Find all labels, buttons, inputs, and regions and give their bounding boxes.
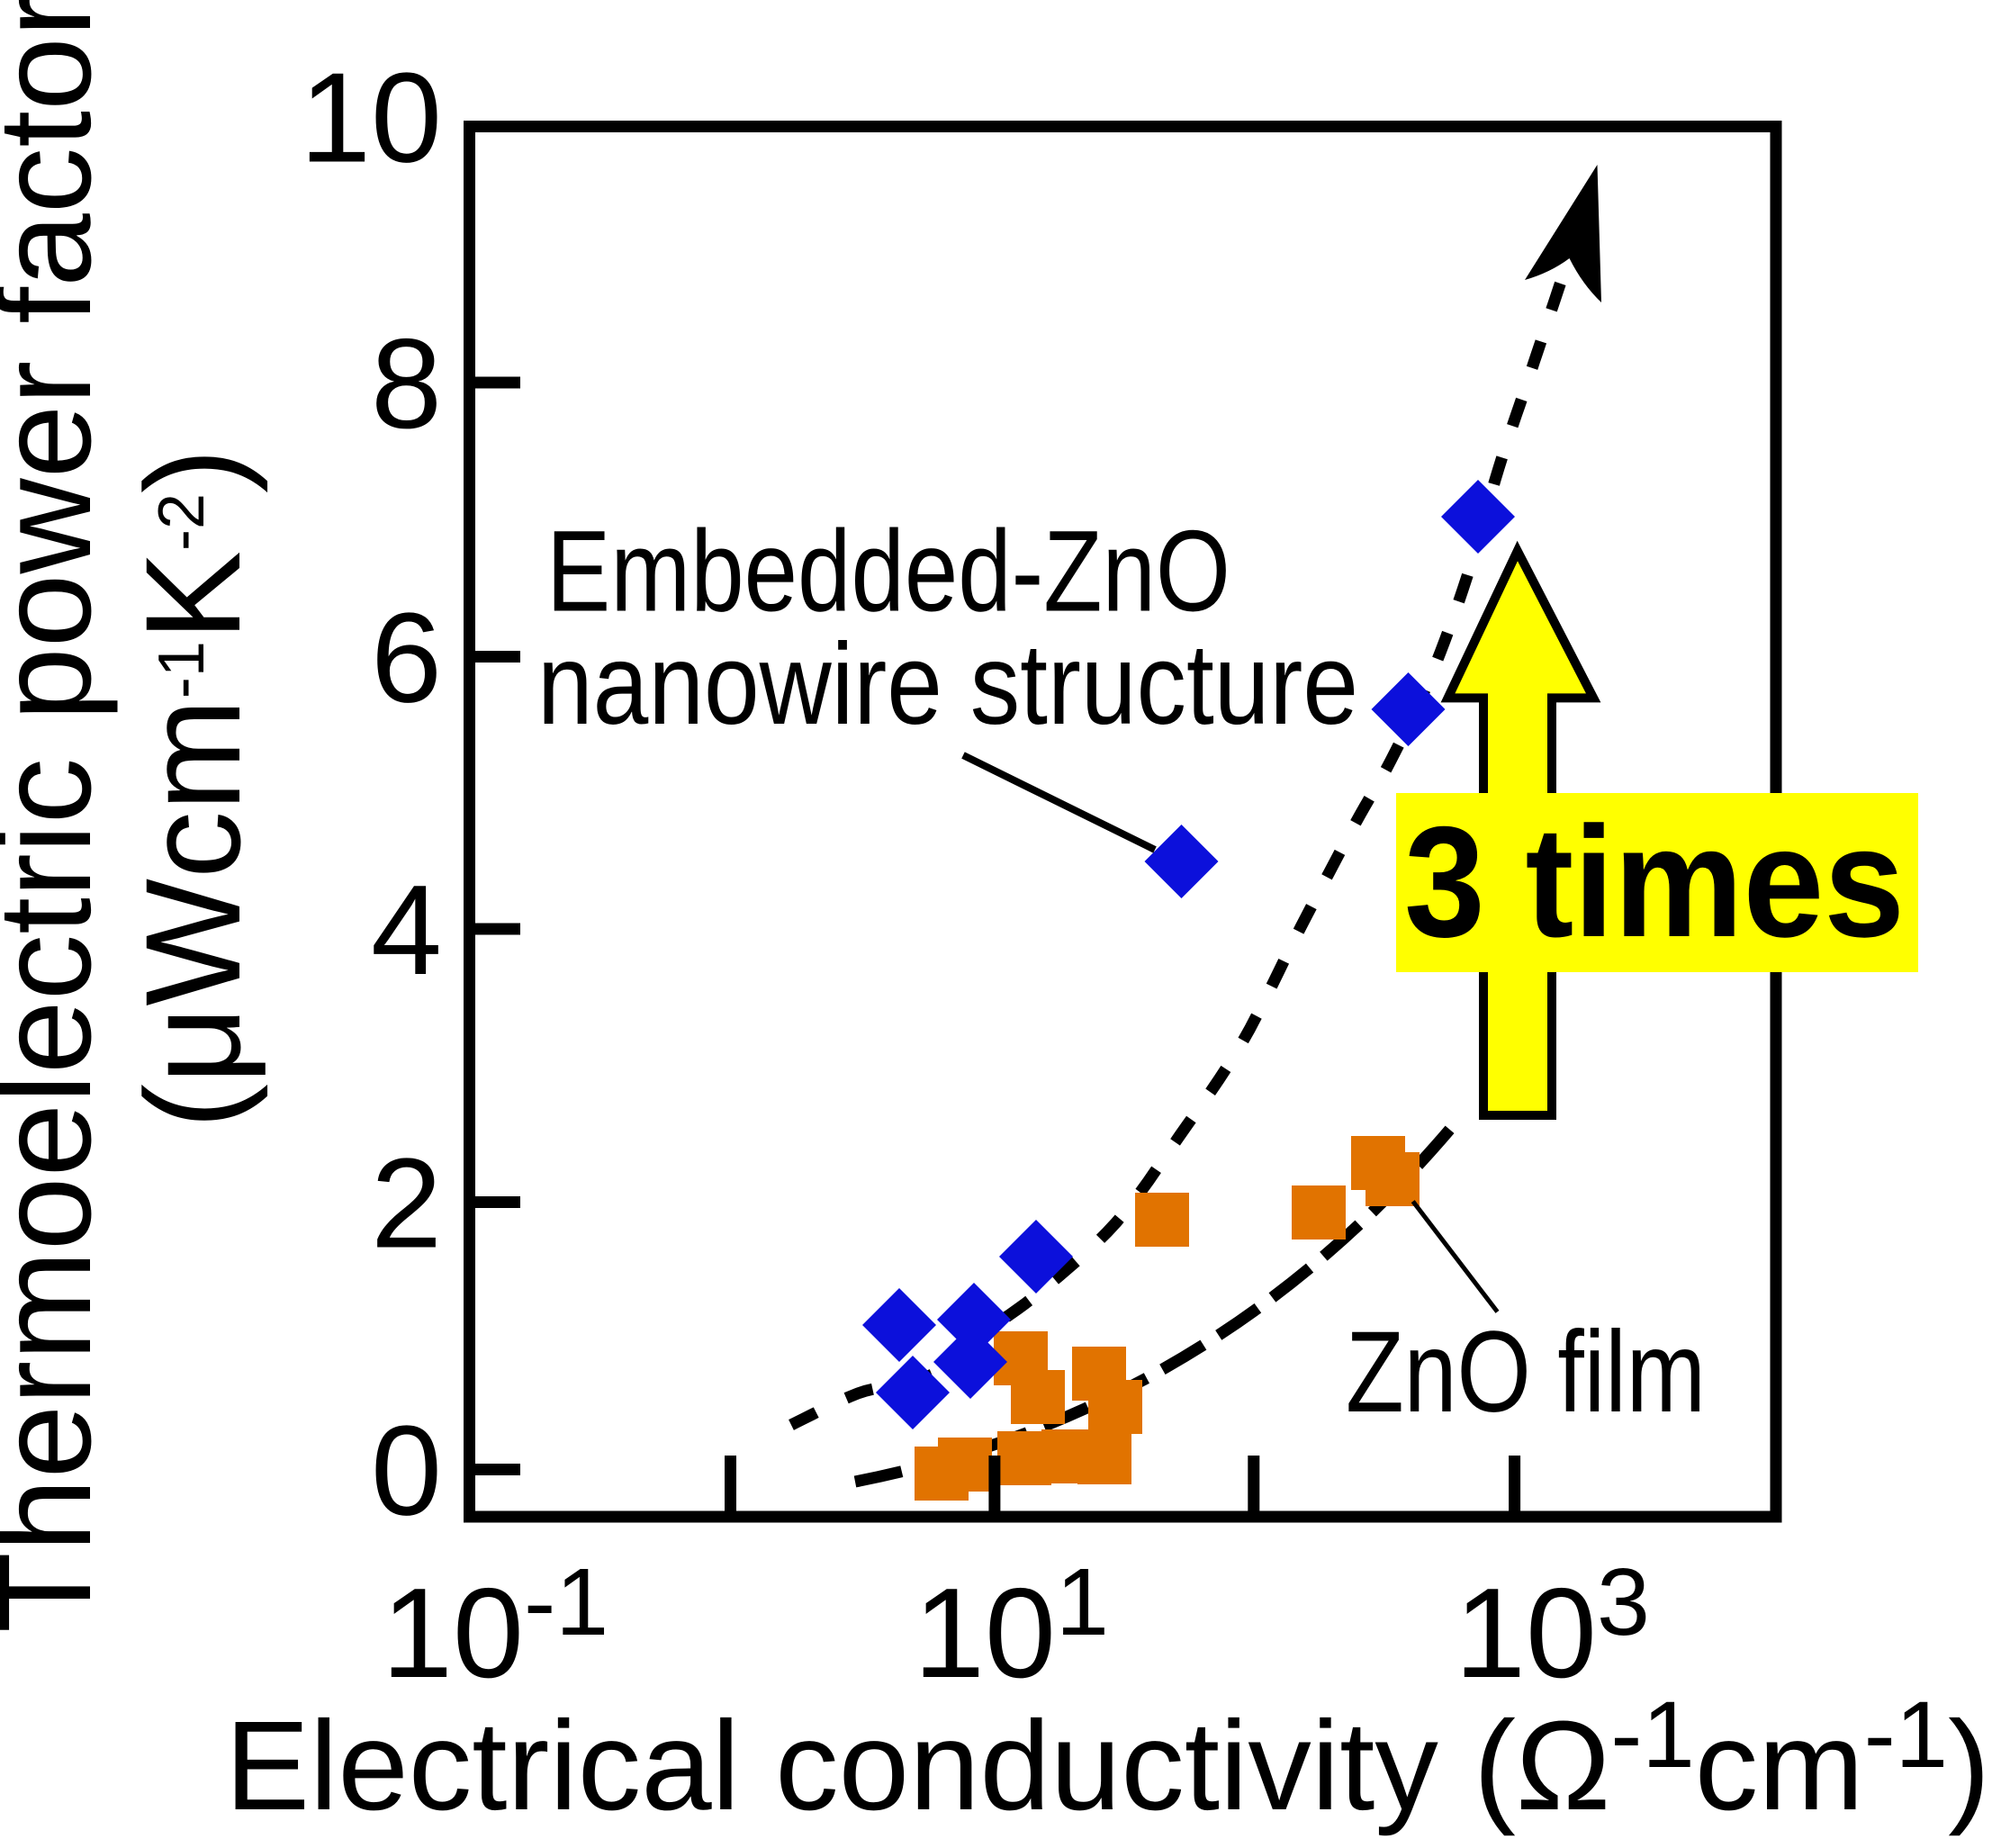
svg-text:2: 2 xyxy=(371,1132,442,1276)
svg-text:Electrical conductivity (Ω-1cm: Electrical conductivity (Ω-1cm-1) xyxy=(225,1682,1990,1836)
svg-text:0: 0 xyxy=(371,1400,442,1543)
svg-text:Thermoelectric power factor: Thermoelectric power factor xyxy=(0,0,119,1633)
svg-text:6: 6 xyxy=(371,587,442,730)
svg-text:Embedded-ZnO: Embedded-ZnO xyxy=(546,508,1230,636)
svg-text:10-1: 10-1 xyxy=(382,1549,608,1705)
svg-text:(μWcm-1K-2): (μWcm-1K-2) xyxy=(117,448,268,1129)
svg-text:ZnO film: ZnO film xyxy=(1346,1308,1706,1437)
svg-text:8: 8 xyxy=(371,312,442,455)
svg-text:3 times: 3 times xyxy=(1404,795,1905,970)
svg-text:4: 4 xyxy=(371,859,442,1002)
svg-text:nanowire structure: nanowire structure xyxy=(537,620,1358,749)
svg-text:10: 10 xyxy=(300,47,442,190)
